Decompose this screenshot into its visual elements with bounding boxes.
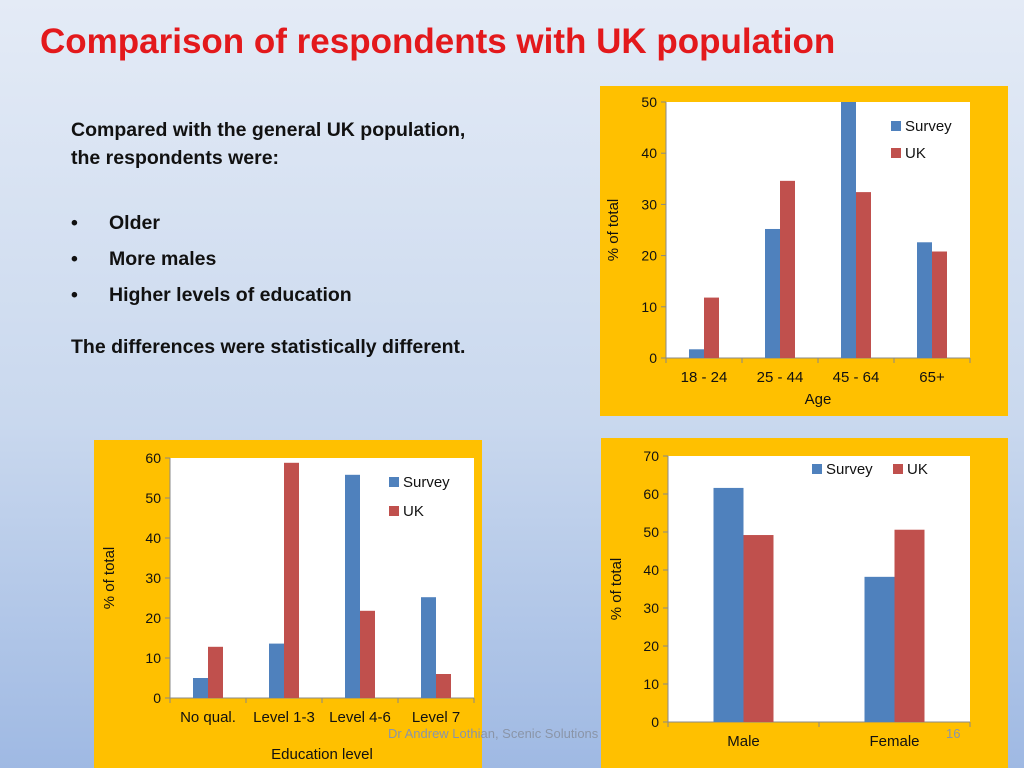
body-text: Compared with the general UK population,… [71,116,571,361]
page-number: 16 [946,726,961,741]
bullet-list: • Older • More males • Higher levels of edu… [71,205,571,313]
bar-survey [864,576,895,722]
legend-label-uk: UK [907,461,928,478]
legend-label-survey: Survey [403,474,450,491]
x-axis-title: Age [805,391,832,408]
y-tick-label: 30 [643,600,659,616]
y-tick-label: 30 [641,196,657,212]
legend-swatch-survey [812,464,822,474]
x-tick-label: Male [727,733,760,750]
bar-uk [208,646,223,698]
bullet-item: • Older [71,205,571,241]
y-tick-label: 10 [145,650,161,666]
x-tick-label: Level 4-6 [329,709,391,726]
y-tick-label: 60 [145,450,161,466]
legend-swatch-uk [891,148,901,158]
legend-swatch-survey [389,477,399,487]
bar-survey [765,228,780,358]
x-tick-label: 25 - 44 [757,369,804,386]
bullet-text: More males [109,248,217,270]
bullet-text: Older [109,212,160,234]
x-tick-label: Level 7 [412,709,460,726]
bar-uk [704,297,719,358]
intro-line-1: Compared with the general UK population, [71,119,466,141]
bar-uk [360,610,375,698]
bar-uk [894,529,925,722]
conclusion-text: The differences were statistically diffe… [71,336,466,358]
x-tick-label: 65+ [919,369,945,386]
x-tick-label: Level 1-3 [253,709,315,726]
y-tick-label: 50 [641,94,657,110]
education-chart-panel: 0 10 20 30 40 50 60 No qual. Level 1-3 Level 4-6 L… [94,440,482,768]
y-tick-label: 40 [145,530,161,546]
bar-survey [841,102,856,358]
y-axis-title: % of total [608,558,625,621]
legend-swatch-survey [891,121,901,131]
y-tick-label: 40 [643,562,659,578]
bar-survey [193,678,208,698]
bullet-glyph: • [71,248,78,270]
bar-uk [932,251,947,358]
legend-label-survey: Survey [826,461,873,478]
y-tick-label: 60 [643,486,659,502]
y-axis-title: % of total [605,199,622,262]
bullet-glyph: • [71,284,78,306]
y-tick-label: 20 [643,638,659,654]
bar-uk [436,674,451,698]
gender-chart-panel: 0 10 20 30 40 50 60 70 Male Female % of total Surve… [601,438,1008,768]
bar-uk [743,535,774,722]
y-tick-label: 0 [649,350,657,366]
footer-credit: Dr Andrew Lothian, Scenic Solutions [388,726,599,741]
x-tick-label: 45 - 64 [833,369,880,386]
x-tick-label: No qual. [180,709,236,726]
slide-title: Comparison of respondents with UK popula… [40,22,836,61]
bar-uk [856,192,871,358]
education-chart: 0 10 20 30 40 50 60 No qual. Level 1-3 Level 4-6 L… [101,450,475,763]
legend-swatch-uk [389,506,399,516]
legend-swatch-uk [893,464,903,474]
y-tick-label: 30 [145,570,161,586]
legend-label-uk: UK [403,503,424,520]
y-tick-label: 50 [145,490,161,506]
y-tick-label: 20 [145,610,161,626]
y-tick-label: 40 [641,145,657,161]
legend-label-survey: Survey [905,118,952,135]
bullet-item: • Higher levels of education [71,277,571,313]
y-tick-label: 0 [153,690,161,706]
bullet-text: Higher levels of education [109,284,352,306]
bar-survey [345,474,360,698]
plot-area [668,456,970,722]
intro-text: Compared with the general UK population,… [71,116,571,172]
bar-survey [269,643,284,698]
age-chart: 0 10 20 30 40 50 18 - 24 25 - 44 45 - 64 65+ Age % … [605,94,971,408]
y-tick-label: 20 [641,248,657,264]
age-chart-panel: 0 10 20 30 40 50 18 - 24 25 - 44 45 - 64 65+ Age % … [600,86,1008,416]
intro-line-2: the respondents were: [71,147,280,169]
bar-survey [713,487,744,722]
y-tick-label: 50 [643,524,659,540]
x-axis-title: Education level [271,746,373,763]
bar-uk [780,180,795,358]
x-tick-label: Female [869,733,919,750]
y-tick-label: 10 [641,299,657,315]
bar-uk [284,462,299,698]
y-axis-title: % of total [101,547,118,610]
bar-survey [917,242,932,358]
y-tick-label: 70 [643,448,659,464]
bullet-item: • More males [71,241,571,277]
gender-chart: 0 10 20 30 40 50 60 70 Male Female % of total Surve… [608,448,971,750]
x-tick-label: 18 - 24 [681,369,728,386]
bullet-glyph: • [71,212,78,234]
y-tick-label: 0 [651,714,659,730]
bar-survey [689,349,704,358]
legend-label-uk: UK [905,145,926,162]
bar-survey [421,597,436,698]
y-tick-label: 10 [643,676,659,692]
